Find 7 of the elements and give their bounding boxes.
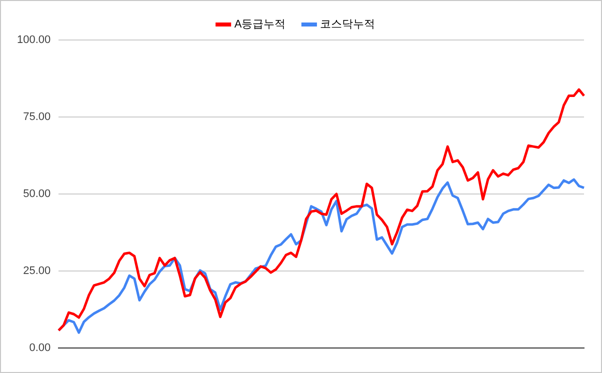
y-tick-label: 100.00: [16, 34, 51, 46]
legend-label: 코스닥누적: [320, 18, 376, 31]
legend-label: A등급누적: [234, 18, 286, 31]
y-tick-label: 75.00: [23, 111, 51, 124]
y-tick-label: 25.00: [23, 265, 51, 278]
y-tick-label: 0.00: [29, 342, 51, 354]
y-tick-label: 50.00: [23, 188, 51, 200]
